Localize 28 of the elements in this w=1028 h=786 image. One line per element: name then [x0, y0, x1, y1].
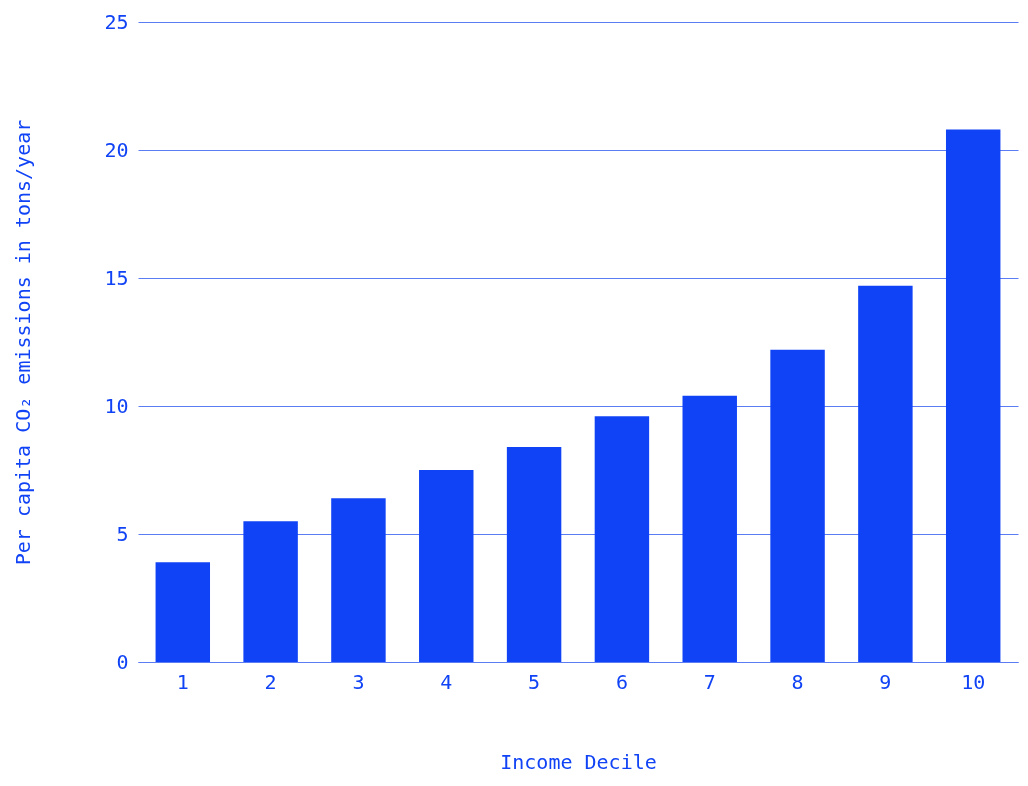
y-tick-label: 0: [116, 649, 129, 674]
bar: [506, 446, 562, 662]
y-tick-label: 15: [104, 265, 129, 290]
bar: [243, 521, 298, 662]
y-tick-label: 10: [104, 393, 129, 418]
x-tick-label: 10: [961, 669, 986, 694]
x-axis-title: Income Decile: [500, 749, 657, 774]
x-tick-label: 2: [264, 669, 277, 694]
x-tick-label: 6: [615, 669, 628, 694]
bar: [770, 349, 825, 662]
bar: [331, 498, 386, 662]
bar: [945, 129, 1001, 662]
y-tick-label: 25: [104, 9, 129, 34]
y-axis-title: Per capita CO₂ emissions in tons/year: [11, 119, 36, 566]
x-tick-label: 9: [879, 669, 892, 694]
bar: [419, 470, 474, 662]
x-tick-label: 1: [176, 669, 189, 694]
x-tick-label: 8: [791, 669, 804, 694]
x-tick-label: 3: [352, 669, 365, 694]
bar: [858, 285, 913, 662]
bar: [594, 416, 650, 662]
x-tick-label: 7: [703, 669, 716, 694]
y-tick-label: 20: [104, 137, 129, 162]
x-tick-label: 4: [440, 669, 453, 694]
bar: [682, 395, 737, 662]
bar: [155, 562, 211, 662]
x-tick-label: 5: [528, 669, 541, 694]
y-tick-label: 5: [116, 521, 129, 546]
